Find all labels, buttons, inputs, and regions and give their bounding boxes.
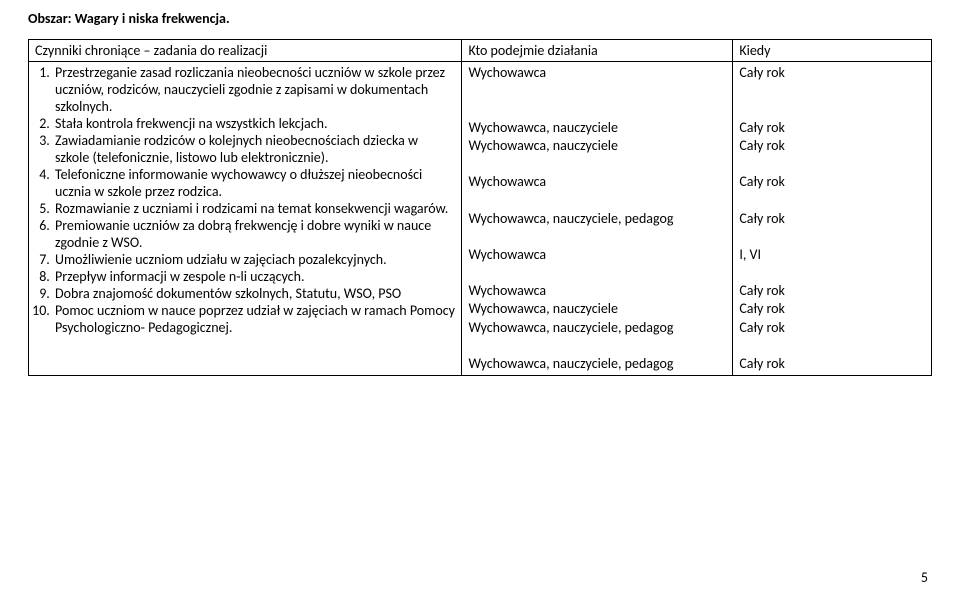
list-item: Rozmawianie z uczniami i rodzicami na te… [53,200,455,217]
when-line: Cały rok [739,64,925,82]
section-heading: Obszar: Wagary i niska frekwencja. [28,10,932,27]
who-line [468,100,726,118]
table-body-row: Przestrzeganie zasad rozliczania nieobec… [29,62,932,376]
who-line [468,82,726,100]
list-item: Przepływ informacji w zespole n-li ucząc… [53,268,455,285]
when-line [739,337,925,355]
list-item: Zawiadamianie rodziców o kolejnych nieob… [53,132,455,166]
document-page: Obszar: Wagary i niska frekwencja. Czynn… [0,0,960,604]
who-line: Wychowawca, nauczyciele [468,119,726,137]
col-header-when: Kiedy [733,40,932,62]
col-header-who: Kto podejmie działania [462,40,733,62]
who-line: Wychowawca [468,246,726,264]
who-line [468,264,726,282]
when-line [739,191,925,209]
when-line: Cały rok [739,355,925,373]
who-line: Wychowawca, nauczyciele, pedagog [468,319,726,337]
main-table: Czynniki chroniące – zadania do realizac… [28,39,932,376]
when-line [739,100,925,118]
who-line [468,155,726,173]
when-line [739,228,925,246]
when-line [739,264,925,282]
list-item: Premiowanie uczniów za dobrą frekwencję … [53,217,455,251]
who-line: Wychowawca, nauczyciele [468,137,726,155]
list-item: Telefoniczne informowanie wychowawcy o d… [53,166,455,200]
when-line: Cały rok [739,137,925,155]
task-list: Przestrzeganie zasad rozliczania nieobec… [35,64,455,336]
who-line [468,228,726,246]
when-line: Cały rok [739,319,925,337]
table-header-row: Czynniki chroniące – zadania do realizac… [29,40,932,62]
when-line: Cały rok [739,119,925,137]
list-item: Stała kontrola frekwencji na wszystkich … [53,115,455,132]
when-line: Cały rok [739,300,925,318]
list-item: Przestrzeganie zasad rozliczania nieobec… [53,64,455,115]
when-line: Cały rok [739,282,925,300]
who-line: Wychowawca [468,173,726,191]
who-line: Wychowawca [468,64,726,82]
list-item: Dobra znajomość dokumentów szkolnych, St… [53,285,455,302]
when-line [739,82,925,100]
who-line: Wychowawca, nauczyciele, pedagog [468,355,726,373]
list-item: Pomoc uczniom w nauce poprzez udział w z… [53,302,455,336]
when-line: I, VI [739,246,925,264]
cell-when: Cały rok Cały rok Cały rok Cały rok Cały… [733,62,932,376]
who-line [468,191,726,209]
page-number: 5 [921,569,928,586]
col-header-tasks: Czynniki chroniące – zadania do realizac… [29,40,462,62]
who-line: Wychowawca [468,282,726,300]
cell-who: Wychowawca Wychowawca, nauczyciele Wycho… [462,62,733,376]
list-item: Umożliwienie uczniom udziału w zajęciach… [53,251,455,268]
who-line: Wychowawca, nauczyciele, pedagog [468,210,726,228]
cell-tasks: Przestrzeganie zasad rozliczania nieobec… [29,62,462,376]
when-line: Cały rok [739,210,925,228]
when-line: Cały rok [739,173,925,191]
who-line [468,337,726,355]
who-line: Wychowawca, nauczyciele [468,300,726,318]
when-line [739,155,925,173]
